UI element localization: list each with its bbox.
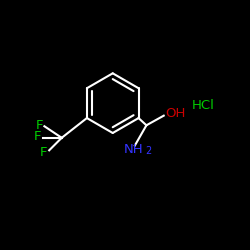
Text: F: F (34, 130, 41, 143)
Text: F: F (40, 146, 47, 159)
Text: OH: OH (166, 107, 186, 120)
Text: NH: NH (123, 143, 143, 156)
Text: F: F (35, 119, 43, 132)
Text: 2: 2 (146, 146, 152, 156)
Text: HCl: HCl (192, 98, 214, 112)
